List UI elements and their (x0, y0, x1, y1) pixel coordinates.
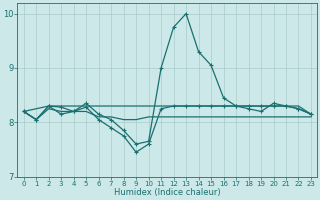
X-axis label: Humidex (Indice chaleur): Humidex (Indice chaleur) (114, 188, 221, 197)
